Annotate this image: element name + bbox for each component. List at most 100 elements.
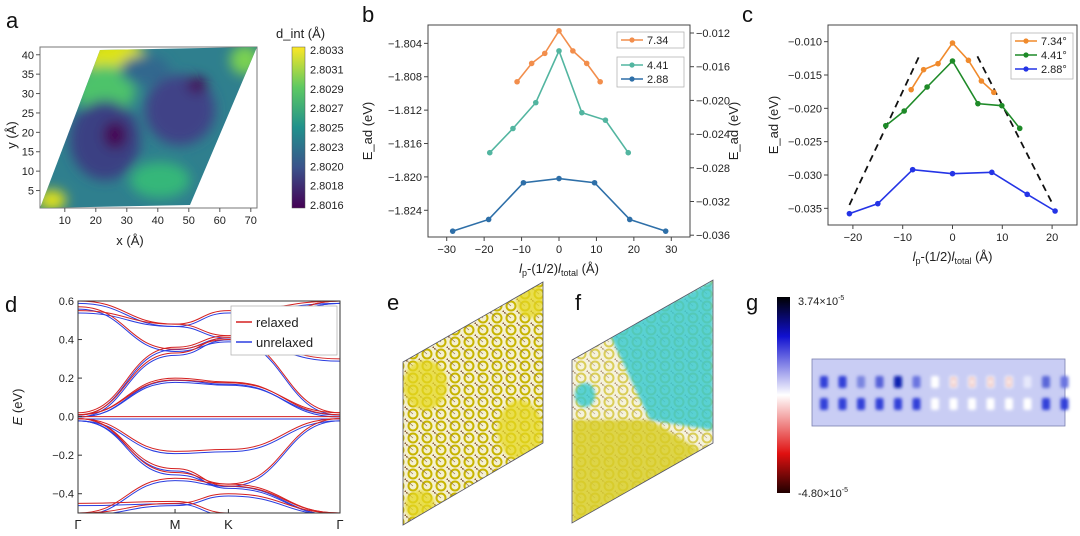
heatmap-blob-min (103, 121, 127, 149)
panel-a-ylabel: y (Å) (4, 121, 19, 148)
charge-spot (1060, 376, 1069, 388)
data-point-2.88 (556, 175, 562, 182)
series-line-4.41° (885, 59, 1021, 129)
y-tick-label: −1.820 (388, 172, 422, 184)
colorbar-tick-label: 2.8016 (310, 200, 344, 212)
colorbar-tick-label: 2.8023 (310, 142, 344, 154)
x-tick-label: 10 (996, 232, 1008, 244)
charge-spot (912, 398, 921, 410)
band-line (78, 420, 340, 455)
y-tick-label: −1.816 (388, 139, 422, 151)
legend-marker-2.88 (629, 76, 635, 82)
legend-label-7.34°: 7.34° (1041, 36, 1067, 48)
x-tick-label: 30 (121, 215, 133, 227)
colorbar-tick-label: 2.8031 (310, 64, 344, 76)
legend-box (230, 305, 338, 356)
y-tick-label: 40 (22, 50, 34, 62)
data-point-7.34 (514, 78, 520, 85)
x-tick-label: 50 (183, 215, 195, 227)
x-tick-label: −20 (475, 244, 494, 256)
charge-spot (857, 398, 865, 410)
data-point-4.41 (625, 149, 632, 156)
panel-f-charge-difference (571, 279, 714, 524)
legend-marker-7.34° (1023, 38, 1029, 44)
legend-marker-2.88° (1023, 66, 1029, 72)
data-point-2.88° (1052, 208, 1058, 214)
data-point-7.34 (583, 60, 590, 67)
legend-marker-7.34 (629, 37, 635, 43)
data-point-7.34 (528, 60, 535, 67)
y-tick-label: 15 (22, 147, 34, 159)
legend-label-relaxed: relaxed (256, 315, 299, 330)
y-tick-label: −1.824 (388, 205, 422, 217)
x-tick-label: 20 (628, 244, 640, 256)
colorbar-g-max: 3.74×10-5 (798, 295, 844, 308)
charge-spot (968, 398, 976, 410)
y-tick-label: −0.020 (788, 103, 822, 115)
panel-label-b: b (362, 2, 374, 27)
y-tick-label: 0.4 (59, 335, 74, 347)
data-point-4.41 (579, 109, 585, 116)
y-tick-label: 30 (22, 89, 34, 101)
isosurface-yellow (516, 282, 543, 318)
legend-label-4.41: 4.41 (647, 60, 668, 72)
colorbar-g (777, 297, 790, 493)
band-line (78, 500, 340, 513)
data-point-7.34° (920, 66, 927, 73)
colorbar-a-title: d_int (Å) (276, 26, 325, 41)
y-tick-label: 10 (22, 166, 34, 178)
k-point-label: K (224, 517, 233, 532)
panel-a-heatmap: d_int (Å) x (Å) y (Å) 10 20 30 40 50 60 70 5 10 1… (4, 26, 344, 248)
x-tick-label: 0 (949, 232, 955, 244)
heatmap-blob-high (40, 190, 66, 208)
series-line-2.88 (452, 177, 666, 232)
right-y-tick-label: −0.024 (696, 129, 730, 141)
right-y-tick-label: −0.012 (696, 28, 730, 40)
y-tick-label: −1.808 (388, 72, 422, 84)
x-tick-label: 60 (214, 215, 226, 227)
band-line (109, 495, 314, 513)
x-tick-label: −30 (437, 244, 456, 256)
data-point-2.88 (626, 216, 633, 223)
colorbar-a (291, 46, 306, 209)
data-point-2.88° (909, 166, 916, 173)
isosurface-yellow (572, 420, 700, 523)
data-point-4.41 (602, 117, 609, 123)
difference-map (811, 358, 1066, 427)
band-line (78, 377, 340, 416)
data-point-4.41 (510, 125, 516, 132)
right-y-tick-label: −0.032 (696, 197, 730, 209)
data-point-4.41° (901, 108, 907, 114)
data-point-7.34° (965, 57, 972, 64)
legend-label-2.88°: 2.88° (1041, 64, 1067, 76)
k-point-label: M (170, 517, 181, 532)
panel-a-frame (39, 46, 258, 209)
charge-spot (931, 376, 939, 388)
legend-label-4.41°: 4.41° (1041, 50, 1067, 62)
band-line (78, 381, 340, 418)
k-point-label: Γ (74, 517, 81, 532)
data-point-7.34° (991, 89, 997, 96)
charge-spot-red (1006, 377, 1012, 387)
data-point-7.34° (908, 86, 914, 93)
data-point-4.41° (999, 102, 1005, 109)
y-tick-label: 0.0 (59, 412, 74, 424)
data-point-2.88° (875, 200, 881, 207)
colorbar-tick-label: 2.8033 (310, 45, 344, 57)
legend-marker-4.41 (629, 62, 635, 68)
data-point-7.34 (556, 28, 562, 34)
data-point-7.34° (935, 60, 941, 67)
y-tick-label: −0.015 (788, 70, 822, 82)
data-point-4.41° (975, 100, 981, 107)
charge-spot (931, 398, 939, 410)
band-line (78, 420, 318, 513)
data-point-2.88° (1024, 191, 1030, 198)
y-tick-label: −0.010 (788, 37, 822, 49)
heatmap-blob (120, 55, 170, 85)
charge-spot (838, 376, 847, 388)
data-point-2.88° (846, 210, 853, 217)
charge-spot (912, 376, 921, 388)
x-tick-label: −10 (512, 244, 531, 256)
charge-spot (1005, 398, 1013, 410)
